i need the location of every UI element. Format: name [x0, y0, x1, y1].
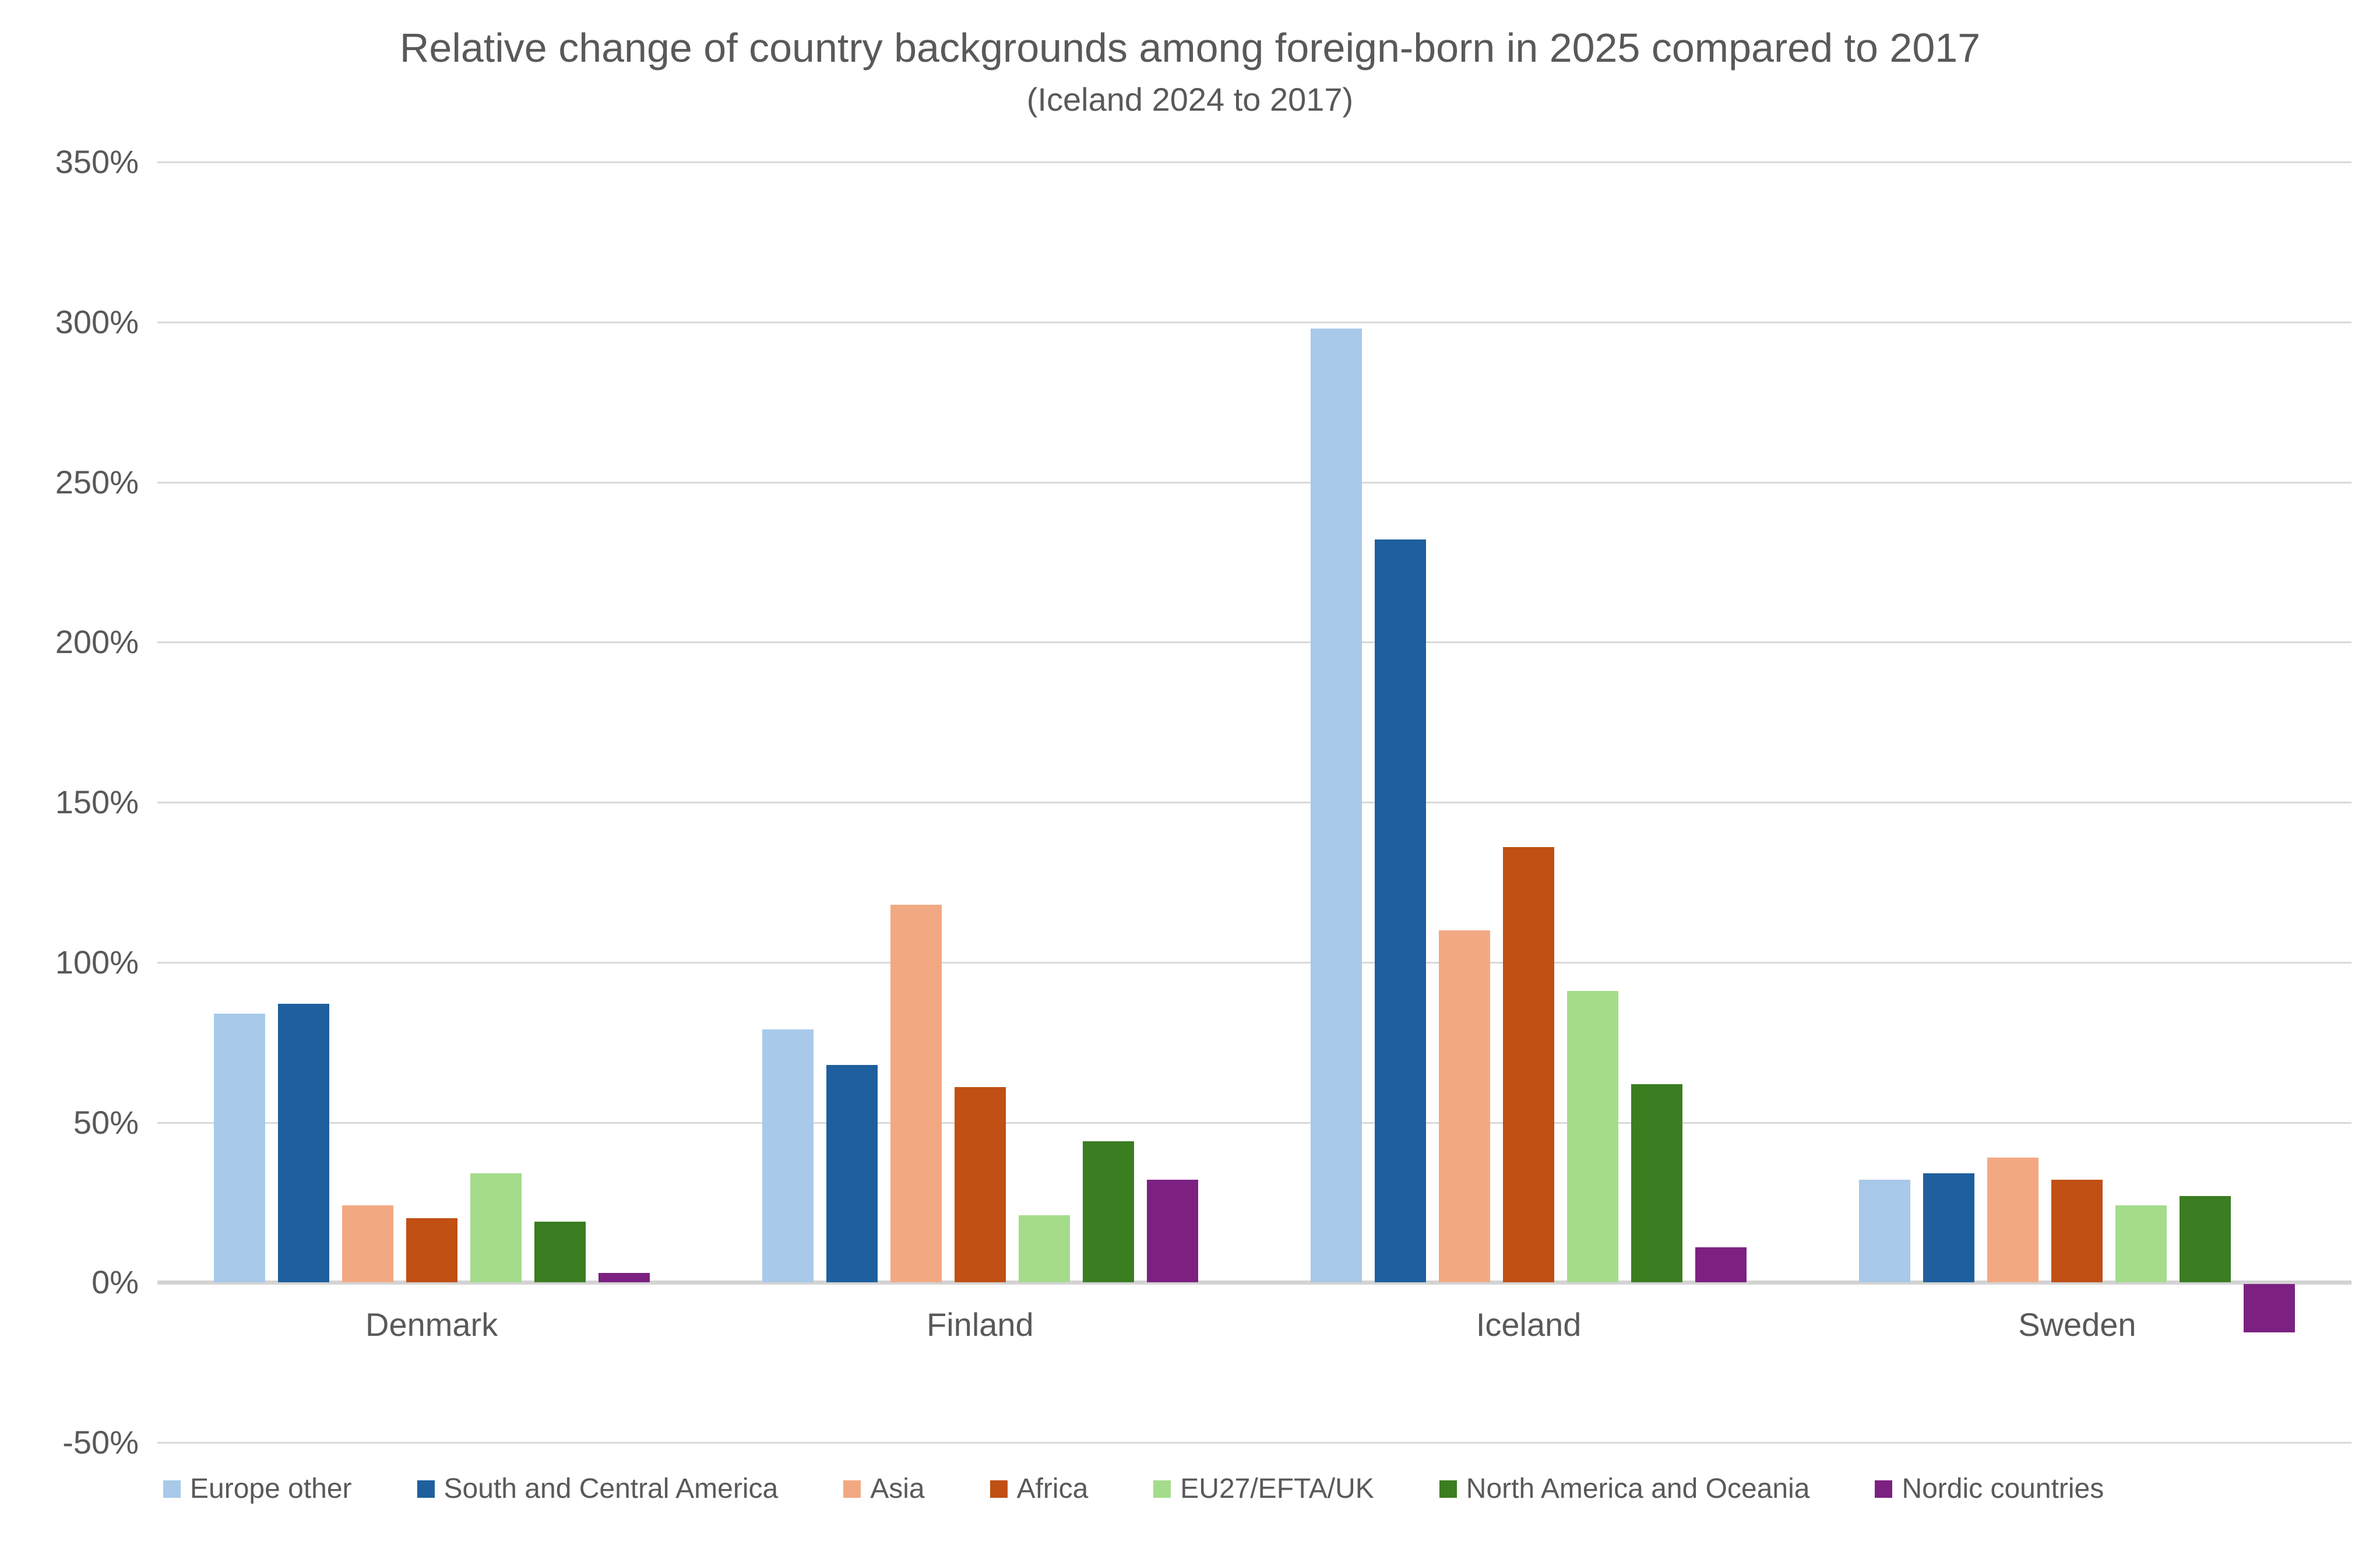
legend-item-nordic-countries: Nordic countries [1875, 1473, 2104, 1505]
bar-iceland-nordic-countries [1695, 1247, 1747, 1283]
legend: Europe other South and Central America Asi… [163, 1473, 2104, 1505]
bar-iceland-europe-other [1311, 328, 1362, 1283]
y-axis-tick-label: 250% [55, 463, 139, 500]
legend-label-asia: Asia [870, 1473, 925, 1504]
gridline [157, 961, 2351, 964]
bar-iceland-eu27-efta-uk [1567, 991, 1619, 1283]
bar-denmark-europe-other [213, 1013, 265, 1283]
chart-title: Relative change of country backgrounds a… [399, 25, 1981, 70]
legend-item-south-and-central-america: South and Central America [417, 1473, 779, 1505]
bar-denmark-eu27-efta-uk [470, 1173, 522, 1283]
bar-denmark-nordic-countries [598, 1272, 650, 1283]
legend-swatch-eu27-efta-uk [1153, 1480, 1171, 1498]
bar-denmark-africa [406, 1218, 457, 1283]
y-axis-tick-label: 50% [73, 1103, 139, 1141]
legend-label-south-and-central-america: South and Central America [443, 1473, 779, 1504]
y-axis-tick-label: 200% [55, 623, 139, 661]
bar-sweden-eu27-efta-uk [2115, 1205, 2167, 1283]
x-axis-category-label-iceland: Iceland [1476, 1306, 1582, 1343]
y-axis-tick-label: 300% [55, 303, 139, 340]
legend-label-eu27-efta-uk: EU27/EFTA/UK [1180, 1473, 1374, 1504]
gridline [157, 641, 2351, 644]
y-axis-tick-label: 150% [55, 784, 139, 820]
bar-sweden-africa [2051, 1180, 2103, 1283]
bar-sweden-europe-other [1859, 1180, 1911, 1283]
gridline [157, 1121, 2351, 1124]
gridline [157, 481, 2351, 484]
legend-swatch-nordic-countries [1875, 1480, 1893, 1498]
bar-iceland-north-america-and-oceania [1631, 1084, 1683, 1283]
y-axis-tick-label: 350% [55, 143, 139, 180]
x-axis-category-label-finland: Finland [927, 1306, 1034, 1343]
chart-subtitle: (Iceland 2024 to 2017) [1026, 81, 1354, 118]
legend-item-asia: Asia [843, 1473, 925, 1505]
bar-iceland-asia [1439, 930, 1491, 1283]
legend-label-north-america-and-oceania: North America and Oceania [1466, 1473, 1810, 1504]
legend-label-europe-other: Europe other [190, 1473, 352, 1504]
zero-axis-line [157, 1281, 2351, 1285]
bar-sweden-south-and-central-america [1923, 1173, 1975, 1283]
bar-finland-africa [954, 1087, 1006, 1283]
legend-swatch-south-and-central-america [417, 1480, 435, 1498]
bar-finland-europe-other [762, 1029, 814, 1283]
bar-finland-north-america-and-oceania [1082, 1141, 1134, 1283]
bar-finland-south-and-central-america [826, 1064, 878, 1283]
legend-item-eu27-efta-uk: EU27/EFTA/UK [1153, 1473, 1374, 1505]
legend-swatch-asia [843, 1480, 861, 1498]
legend-label-nordic-countries: Nordic countries [1902, 1473, 2104, 1504]
legend-item-north-america-and-oceania: North America and Oceania [1439, 1473, 1810, 1505]
bar-denmark-south-and-central-america [277, 1004, 329, 1283]
y-axis-tick-label: 0% [91, 1264, 139, 1301]
gridline [157, 321, 2351, 323]
bar-iceland-africa [1503, 846, 1555, 1283]
legend-item-europe-other: Europe other [163, 1473, 352, 1505]
x-axis-category-label-denmark: Denmark [365, 1306, 498, 1343]
bar-sweden-north-america-and-oceania [2180, 1195, 2231, 1283]
bar-sweden-nordic-countries [2244, 1284, 2295, 1332]
x-axis-category-label-sweden: Sweden [2018, 1306, 2136, 1343]
gridline [157, 161, 2351, 163]
legend-swatch-europe-other [163, 1480, 181, 1498]
bar-denmark-north-america-and-oceania [534, 1221, 586, 1283]
y-axis-tick-label: 100% [55, 943, 139, 980]
bar-finland-nordic-countries [1146, 1180, 1198, 1283]
bar-finland-asia [890, 904, 942, 1283]
bar-denmark-asia [341, 1205, 393, 1283]
bar-finland-eu27-efta-uk [1018, 1215, 1070, 1283]
gridline [157, 1442, 2351, 1444]
legend-label-africa: Africa [1016, 1473, 1089, 1504]
y-axis-tick-label: -50% [62, 1424, 139, 1461]
legend-item-africa: Africa [990, 1473, 1089, 1505]
legend-swatch-north-america-and-oceania [1439, 1480, 1457, 1498]
legend-swatch-africa [990, 1480, 1008, 1498]
gridline [157, 802, 2351, 803]
bar-iceland-south-and-central-america [1375, 539, 1427, 1283]
bar-sweden-asia [1987, 1157, 2039, 1283]
